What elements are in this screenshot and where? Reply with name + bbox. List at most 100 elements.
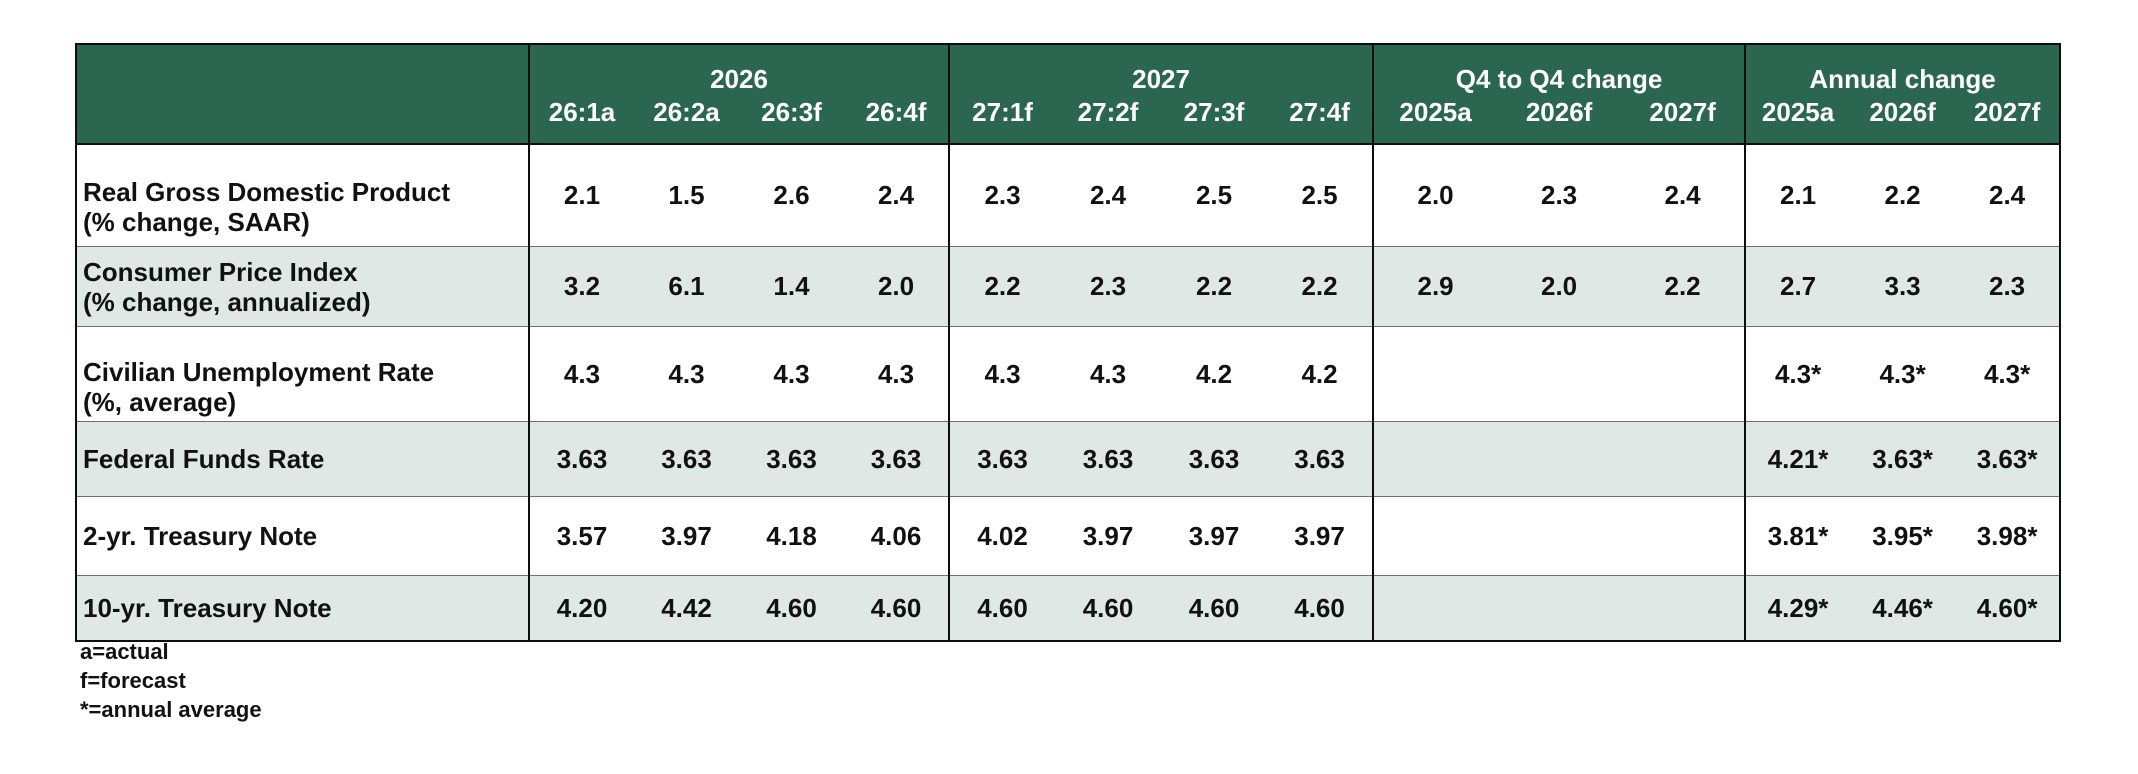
table-cell: 3.63: [529, 421, 634, 497]
table-cell: 2.3: [1055, 246, 1162, 327]
forecast-table: 2026 2027 Q4 to Q4 change Annual change …: [75, 43, 2062, 642]
table-cell: [1621, 326, 1747, 422]
table-cell: 4.21*: [1745, 421, 1851, 497]
table-cell: [1621, 421, 1747, 497]
table-cell: 6.1: [634, 246, 739, 327]
table-row: 10-yr. Treasury Note 4.20 4.42 4.60 4.60 4.6…: [76, 575, 2061, 642]
footnote-actual: a=actual: [80, 639, 169, 664]
table-cell: [1497, 575, 1622, 642]
table-cell: 4.60: [739, 575, 844, 642]
table-cell: 3.63: [949, 421, 1056, 497]
table-cell: 4.60: [1161, 575, 1268, 642]
table-cell: 4.60: [1267, 575, 1375, 642]
row-label-title: Consumer Price Index: [83, 256, 358, 287]
table-cell: 4.3*: [1850, 326, 1956, 422]
table-cell: [1497, 421, 1622, 497]
row-label: Civilian Unemployment Rate (%, average): [76, 326, 530, 422]
table-row: Real Gross Domestic Product (% change, SA…: [76, 143, 2061, 247]
table-cell: 2.0: [1373, 143, 1498, 247]
table-cell: 3.63: [1055, 421, 1162, 497]
row-label: Federal Funds Rate: [76, 421, 530, 497]
table-cell: 4.46*: [1850, 575, 1956, 642]
table-cell: 3.97: [1055, 496, 1162, 576]
table-row: 2-yr. Treasury Note 3.57 3.97 4.18 4.06 4.02…: [76, 496, 2061, 576]
table-cell: 4.3*: [1745, 326, 1851, 422]
table-cell: 2.5: [1161, 143, 1268, 247]
group-header-2027: 2027: [949, 44, 1375, 97]
table-cell: 2.5: [1267, 143, 1375, 247]
table-cell: 3.63: [844, 421, 951, 497]
table-cell: 2.0: [1497, 246, 1622, 327]
table-cell: [1497, 496, 1622, 576]
table-cell: 2.2: [949, 246, 1056, 327]
footnote-forecast: f=forecast: [80, 668, 186, 693]
table-cell: [1373, 421, 1498, 497]
table-cell: 3.81*: [1745, 496, 1851, 576]
table-header: 2026 2027 Q4 to Q4 change Annual change …: [76, 44, 2061, 144]
column-header: 27:4f: [1267, 97, 1375, 144]
table-cell: [1621, 496, 1747, 576]
row-label-subtitle: (%, average): [83, 387, 237, 417]
table-cell: 2.4: [844, 143, 951, 247]
row-label: Consumer Price Index (% change, annualize…: [76, 246, 530, 327]
table-cell: 4.2: [1267, 326, 1375, 422]
table-cell: 4.02: [949, 496, 1056, 576]
table-cell: 3.97: [1161, 496, 1268, 576]
table-cell: 2.4: [1055, 143, 1162, 247]
row-label-subtitle: (% change, annualized): [83, 286, 371, 317]
table-cell: 4.3: [949, 326, 1056, 422]
column-header: 26:2a: [634, 97, 739, 144]
table-cell: 3.2: [529, 246, 634, 327]
table-cell: 3.63: [1161, 421, 1268, 497]
table-cell: 3.63: [1267, 421, 1375, 497]
table-cell: 2.4: [1621, 143, 1747, 247]
table-cell: 3.95*: [1850, 496, 1956, 576]
table-cell: 1.4: [739, 246, 844, 327]
table-row: Civilian Unemployment Rate (%, average) 4…: [76, 326, 2061, 422]
table-cell: 2.4: [1955, 143, 2061, 247]
table-cell: [1497, 326, 1622, 422]
column-header: 27:1f: [949, 97, 1056, 144]
column-header: 2027f: [1621, 97, 1747, 144]
table-cell: [1373, 326, 1498, 422]
table-cell: 2.7: [1745, 246, 1851, 327]
table-cell: 2.9: [1373, 246, 1498, 327]
table-cell: 2.3: [1497, 143, 1622, 247]
table-cell: 4.60: [1055, 575, 1162, 642]
column-header: 26:3f: [739, 97, 844, 144]
table-cell: [1373, 575, 1498, 642]
table-cell: 3.63*: [1850, 421, 1956, 497]
table-cell: 2.1: [529, 143, 634, 247]
row-label: 10-yr. Treasury Note: [76, 575, 530, 642]
table-body: Real Gross Domestic Product (% change, SA…: [76, 143, 2061, 642]
row-label-title: Civilian Unemployment Rate: [83, 357, 435, 387]
group-header-annual: Annual change: [1745, 44, 2061, 97]
column-header: 2025a: [1373, 97, 1498, 144]
table-cell: 4.60*: [1955, 575, 2061, 642]
table-cell: 3.63*: [1955, 421, 2061, 497]
column-header: 27:3f: [1161, 97, 1268, 144]
column-header: 2027f: [1955, 97, 2061, 144]
table-cell: 3.3: [1850, 246, 1956, 327]
table-cell: 4.42: [634, 575, 739, 642]
table-cell: 2.1: [1745, 143, 1851, 247]
table-cell: 1.5: [634, 143, 739, 247]
table-cell: 2.3: [949, 143, 1056, 247]
forecast-table-container: 2026 2027 Q4 to Q4 change Annual change …: [75, 43, 2062, 642]
group-header-2026: 2026: [529, 44, 951, 97]
table-cell: 3.63: [634, 421, 739, 497]
table-cell: [1621, 575, 1747, 642]
header-corner-cell: [76, 44, 530, 144]
table-cell: 2.2: [1161, 246, 1268, 327]
footnote-annual-average: *=annual average: [80, 697, 262, 722]
footnotes: a=actual f=forecast *=annual average: [80, 637, 262, 724]
table-cell: 2.3: [1955, 246, 2061, 327]
table-cell: 3.63: [739, 421, 844, 497]
table-cell: 4.20: [529, 575, 634, 642]
column-header: 2026f: [1850, 97, 1956, 144]
table-cell: 4.2: [1161, 326, 1268, 422]
row-label: Real Gross Domestic Product (% change, SA…: [76, 143, 530, 247]
table-row: Federal Funds Rate 3.63 3.63 3.63 3.63 3.63 3…: [76, 421, 2061, 497]
row-label-title: Federal Funds Rate: [83, 444, 325, 474]
table-cell: 4.3: [634, 326, 739, 422]
